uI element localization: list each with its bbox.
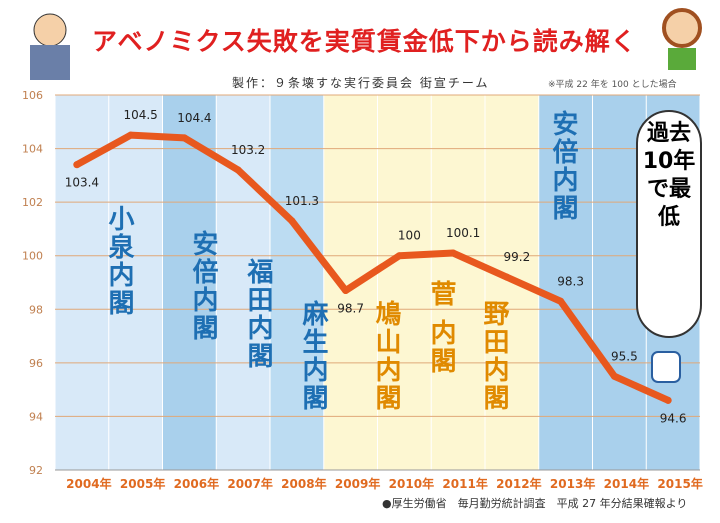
data-point xyxy=(288,217,296,225)
series-line xyxy=(73,131,672,404)
data-label: 94.6 xyxy=(660,411,687,425)
data-label: 98.3 xyxy=(557,274,584,288)
period-band xyxy=(431,95,485,470)
x-tick-label: 2007年 xyxy=(227,476,272,491)
data-label: 103.2 xyxy=(231,143,265,157)
data-point xyxy=(73,161,81,169)
cabinet-label-koizumi: 小泉内閣 xyxy=(104,205,134,317)
x-tick-label: 2015年 xyxy=(657,476,702,491)
data-point xyxy=(449,249,457,257)
data-point xyxy=(234,166,242,174)
callout-bubble: 過去10年で最低 xyxy=(636,110,702,338)
y-tick-label: 104 xyxy=(22,143,43,156)
x-tick-label: 2008年 xyxy=(281,476,326,491)
cabinet-label-aso: 麻生内閣 xyxy=(298,300,328,412)
cabinet-label-noda: 野田内閣 xyxy=(479,300,509,412)
man-suit-icon xyxy=(30,45,70,80)
data-label: 101.3 xyxy=(285,194,319,208)
credit: 製作：９条壊すな実行委員会 街宣チーム xyxy=(232,76,490,90)
data-label: 104.5 xyxy=(123,108,157,122)
data-point xyxy=(610,372,618,380)
x-tick-label: 2005年 xyxy=(120,476,165,491)
y-tick-label: 106 xyxy=(22,89,43,102)
x-tick-label: 2014年 xyxy=(604,476,649,491)
data-point xyxy=(557,297,565,305)
x-tick-label: 2013年 xyxy=(550,476,595,491)
data-label: 99.2 xyxy=(504,250,531,264)
y-tick-label: 96 xyxy=(29,357,43,370)
x-tick-label: 2006年 xyxy=(174,476,219,491)
data-label: 104.4 xyxy=(177,111,211,125)
data-point xyxy=(395,252,403,260)
data-point xyxy=(664,396,672,404)
page-title: アベノミクス失敗を実質賃金低下から読み解く xyxy=(92,27,637,56)
y-tick-label: 100 xyxy=(22,250,43,263)
x-tick-label: 2012年 xyxy=(496,476,541,491)
cabinet-label-kan: 菅 内閣 xyxy=(426,280,456,376)
y-tick-label: 102 xyxy=(22,196,43,209)
cabinet-label-fukuda: 福田内閣 xyxy=(243,258,273,370)
fist-icon xyxy=(651,351,681,383)
cabinet-label-hatoyama: 鳩山内閣 xyxy=(371,300,401,412)
y-tick-label: 98 xyxy=(29,303,43,316)
data-point xyxy=(503,273,511,281)
period-band xyxy=(377,95,432,470)
x-tick-label: 2011年 xyxy=(442,476,487,491)
data-label: 95.5 xyxy=(611,349,638,363)
data-point xyxy=(127,131,135,139)
data-label: 103.4 xyxy=(65,176,99,190)
data-point xyxy=(342,287,350,295)
woman-character-icon xyxy=(662,8,702,48)
period-band xyxy=(108,95,163,470)
data-label: 100 xyxy=(398,229,421,243)
period-band xyxy=(216,95,270,470)
baseline-note: ※平成 22 年を 100 とした場合 xyxy=(548,80,677,90)
cabinet-label-abe-1: 安倍内閣 xyxy=(188,230,218,342)
period-band xyxy=(538,95,593,470)
man-character-icon xyxy=(33,13,67,47)
callout-text: 過去10年で最低 xyxy=(642,121,696,230)
period-band xyxy=(55,95,109,470)
x-tick-label: 2009年 xyxy=(335,476,380,491)
period-band xyxy=(323,95,378,470)
data-label: 100.1 xyxy=(446,226,480,240)
woman-apron-icon xyxy=(668,48,696,70)
data-label: 98.7 xyxy=(337,302,364,316)
period-band xyxy=(162,95,217,470)
x-tick-label: 2004年 xyxy=(66,476,111,491)
data-point xyxy=(180,134,188,142)
period-band xyxy=(270,95,324,470)
y-tick-label: 92 xyxy=(29,464,43,477)
y-tick-label: 94 xyxy=(29,410,43,423)
source-note: ●厚生労働省 毎月勤労統計調査 平成 27 年分結果確報より xyxy=(382,497,688,510)
cabinet-label-abe-2: 安倍内閣 xyxy=(548,110,578,222)
x-tick-label: 2010年 xyxy=(389,476,434,491)
